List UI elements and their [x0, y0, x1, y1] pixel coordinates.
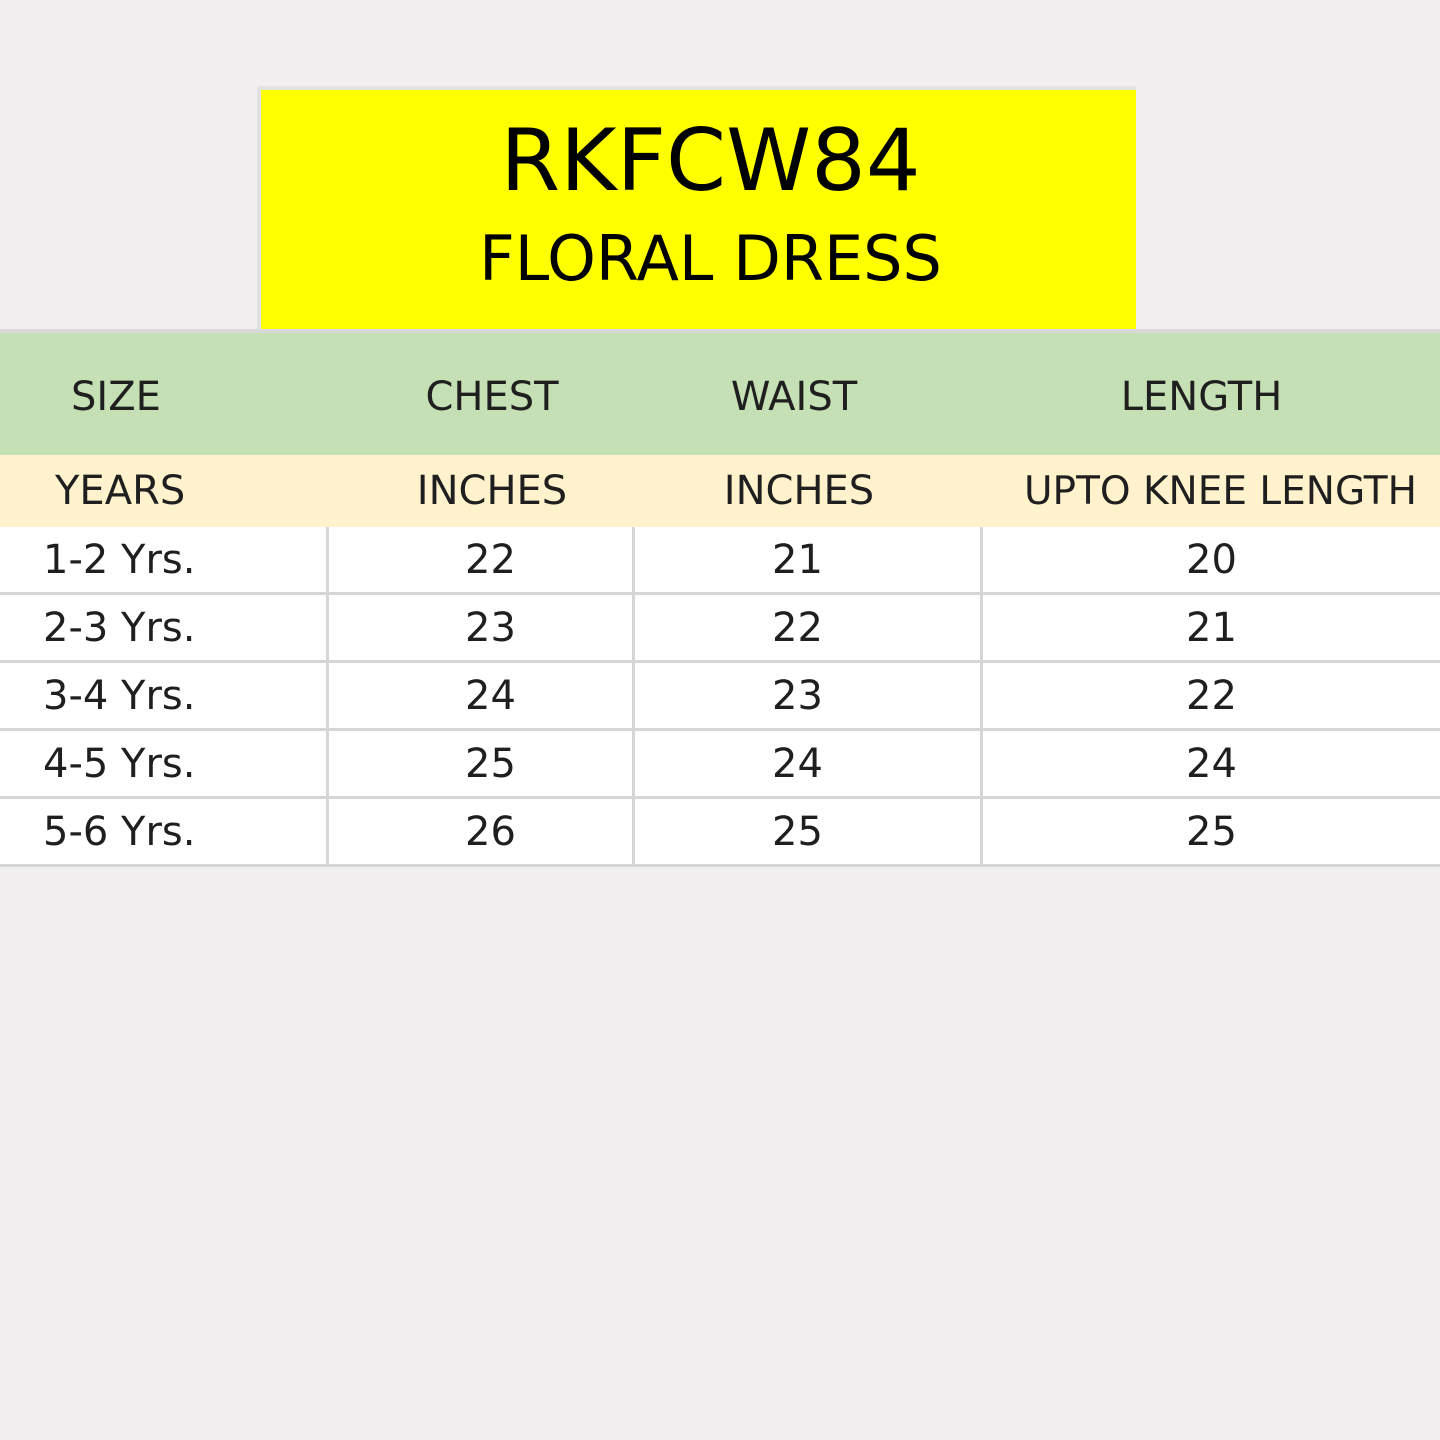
- waist-cell: 24: [635, 731, 983, 796]
- chest-cell: 24: [329, 663, 635, 728]
- waist-cell: 23: [635, 663, 983, 728]
- product-name: FLORAL DRESS: [479, 222, 942, 295]
- waist-cell: 22: [635, 595, 983, 660]
- table-row: 5-6 Yrs. 26 25 25: [0, 799, 1440, 867]
- chest-cell: 23: [329, 595, 635, 660]
- unit-chest: INCHES: [416, 468, 568, 514]
- waist-cell: 25: [635, 799, 983, 864]
- unit-waist: INCHES: [723, 468, 875, 514]
- length-cell: 24: [1186, 740, 1237, 787]
- units-row: YEARS INCHES INCHES UPTO KNEE LENGTH: [0, 455, 1440, 527]
- size-cell: 2-3 Yrs.: [0, 595, 329, 660]
- header-chest: CHEST: [425, 374, 559, 420]
- length-cell: 20: [1186, 536, 1237, 583]
- table-row: 4-5 Yrs. 25 24 24: [0, 731, 1440, 799]
- unit-size: YEARS: [55, 468, 186, 514]
- size-cell: 4-5 Yrs.: [0, 731, 329, 796]
- size-cell: 1-2 Yrs.: [0, 527, 329, 592]
- table-row: 2-3 Yrs. 23 22 21: [0, 595, 1440, 663]
- length-cell: 22: [1186, 672, 1237, 719]
- size-chart-table: SIZE CHEST WAIST LENGTH YEARS INCHES INC…: [0, 329, 1440, 867]
- chest-cell: 26: [329, 799, 635, 864]
- size-cell: 5-6 Yrs.: [0, 799, 329, 864]
- product-title-box: RKFCW84 FLORAL DRESS: [257, 86, 1136, 329]
- chest-cell: 22: [329, 527, 635, 592]
- chest-cell: 25: [329, 731, 635, 796]
- header-length: LENGTH: [1120, 374, 1283, 420]
- header-size: SIZE: [71, 374, 161, 420]
- table-row: 1-2 Yrs. 22 21 20: [0, 527, 1440, 595]
- table-row: 3-4 Yrs. 24 23 22: [0, 663, 1440, 731]
- waist-cell: 21: [635, 527, 983, 592]
- length-cell: 25: [1186, 808, 1237, 855]
- header-row: SIZE CHEST WAIST LENGTH: [0, 329, 1440, 455]
- size-cell: 3-4 Yrs.: [0, 663, 329, 728]
- length-cell: 21: [1186, 604, 1237, 651]
- unit-length: UPTO KNEE LENGTH: [1024, 468, 1417, 514]
- product-code: RKFCW84: [500, 111, 921, 211]
- header-waist: WAIST: [730, 374, 858, 420]
